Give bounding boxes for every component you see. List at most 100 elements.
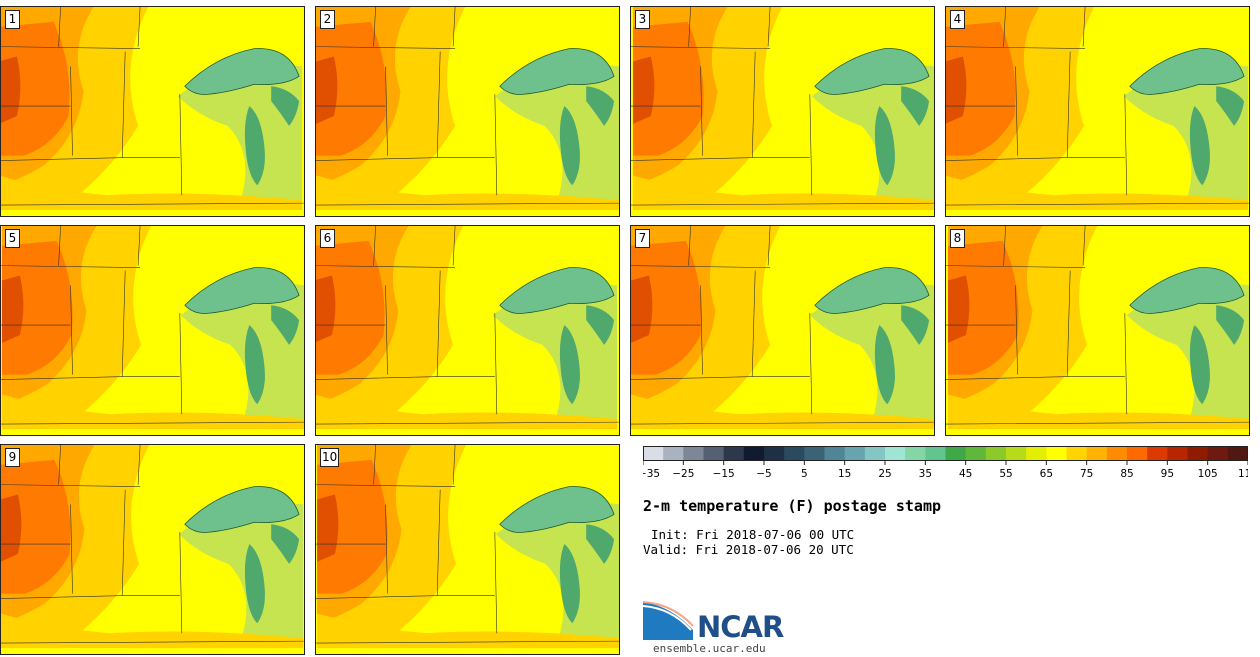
hottest-region <box>1 275 24 343</box>
hottest-region <box>632 56 655 124</box>
colorbar-tick-label: 75 <box>1080 468 1093 480</box>
ncar-logo-icon <box>643 601 694 640</box>
state-border <box>452 7 456 47</box>
colorbar-frame <box>643 446 1248 461</box>
state-border <box>946 376 1125 380</box>
panel-label: 10 <box>320 448 340 467</box>
panel-label: 5 <box>5 229 20 248</box>
figure-title: 2-m temperature (F) postage stamp <box>643 497 942 515</box>
state-border <box>316 595 495 599</box>
state-border <box>316 484 456 487</box>
lake-outline <box>184 486 300 533</box>
hottest-region <box>316 494 339 562</box>
temperature-map <box>1 226 304 435</box>
lake-superior-region <box>1129 267 1245 314</box>
state-border <box>385 285 388 375</box>
lake-michigan-region <box>244 325 265 405</box>
colorbar-swatch <box>1106 446 1128 461</box>
colorbar-tick-label: 65 <box>1040 468 1053 480</box>
state-border <box>58 226 61 266</box>
colorbar-tick-label: 55 <box>999 468 1012 480</box>
colorbar-swatch <box>1066 446 1088 461</box>
state-border <box>688 7 691 47</box>
state-border <box>631 265 771 268</box>
state-border <box>179 94 183 196</box>
state-border <box>631 46 771 49</box>
colorbar-swatch <box>925 446 947 461</box>
colorbar-tick-label: 15 <box>838 468 851 480</box>
lake-huron-region <box>1216 86 1245 126</box>
colorbar-tick-label: −15 <box>713 468 735 480</box>
state-border <box>373 226 376 266</box>
state-border <box>1 640 304 644</box>
state-border <box>436 489 441 596</box>
colorbar-swatch <box>844 446 866 461</box>
state-border <box>137 445 141 485</box>
hottest-region <box>631 275 653 343</box>
colorbar-tick-label: 85 <box>1120 468 1133 480</box>
colorbar-swatch <box>1006 446 1027 461</box>
lake-superior-region <box>814 48 930 95</box>
south-warm-band <box>316 175 619 211</box>
state-border <box>688 226 691 266</box>
temperature-map <box>1 7 304 216</box>
state-border <box>1015 285 1018 375</box>
temperature-map <box>946 226 1249 435</box>
lake-huron-region <box>901 86 930 126</box>
colorbar-swatch <box>1026 446 1047 461</box>
state-border <box>700 66 703 156</box>
south-warm-band <box>946 175 1249 211</box>
south-warm-band <box>1 394 304 430</box>
state-border <box>946 202 1249 206</box>
colorbar-tick-label: −35 <box>643 468 660 480</box>
state-border <box>70 504 73 594</box>
temperature-map <box>316 7 619 216</box>
state-border <box>1 421 304 425</box>
cool-land-region <box>177 64 303 211</box>
lake-michigan-region <box>559 106 580 186</box>
state-border <box>809 313 813 415</box>
map-panel-7: 7 <box>630 225 935 436</box>
map-panel-5: 5 <box>0 225 305 436</box>
lake-outline <box>499 48 615 95</box>
colorbar-swatch <box>885 446 906 461</box>
state-border <box>385 66 388 156</box>
hotter-region <box>316 240 385 375</box>
state-border <box>946 265 1086 268</box>
state-border <box>452 226 456 266</box>
state-border <box>1082 7 1086 47</box>
colorbar-swatch <box>1046 446 1068 461</box>
hotter-region <box>1 21 70 156</box>
colorbar-tick-label: 25 <box>878 468 891 480</box>
lake-superior-region <box>499 267 615 314</box>
panel-label: 1 <box>5 10 20 29</box>
lake-outline <box>184 48 300 95</box>
state-border <box>137 226 141 266</box>
state-border <box>70 66 73 156</box>
colorbar-swatch <box>985 446 1007 461</box>
state-border <box>58 7 61 47</box>
lake-michigan-region <box>244 544 265 624</box>
panel-label: 2 <box>320 10 335 29</box>
state-border <box>1124 313 1128 415</box>
state-border <box>316 265 456 268</box>
state-border <box>316 157 495 161</box>
south-warm-band <box>947 394 1249 430</box>
colorbar-swatch <box>1207 446 1229 461</box>
lake-outline <box>1129 48 1245 95</box>
state-border <box>767 226 771 266</box>
map-panel-4: 4 <box>945 6 1250 217</box>
hotter-region <box>631 240 702 375</box>
map-panel-3: 3 <box>630 6 935 217</box>
temperature-map <box>1 445 304 654</box>
hottest-region <box>1 56 21 124</box>
lake-outline <box>1129 267 1245 314</box>
state-border <box>700 285 703 375</box>
lake-superior-region <box>184 48 300 95</box>
lake-huron-region <box>586 524 615 564</box>
lake-huron-region <box>586 305 615 345</box>
state-border <box>946 421 1249 425</box>
state-border <box>316 376 495 380</box>
hottest-region <box>316 275 336 343</box>
state-border <box>1 376 180 380</box>
